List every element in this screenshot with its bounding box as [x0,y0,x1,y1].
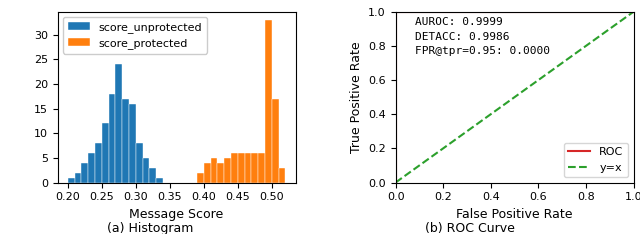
ROC [392,181,399,184]
Legend: score_unprotected, score_protected: score_unprotected, score_protected [63,17,207,54]
y=x [532,80,540,83]
Bar [224,158,231,183]
Bar [75,173,81,183]
Bar [88,153,95,183]
Bar [81,163,88,183]
y=x [538,77,545,79]
Y-axis label: True Positive Rate: True Positive Rate [349,41,362,153]
Bar [129,104,136,183]
Bar [278,168,285,183]
Bar [115,64,122,183]
Bar [272,99,278,183]
Bar [68,178,75,183]
y=x [392,181,399,184]
X-axis label: False Positive Rate: False Positive Rate [456,208,573,221]
Text: (b) ROC Curve: (b) ROC Curve [426,222,515,234]
Bar [149,168,156,183]
Text: AUROC: 0.9999
DETACC: 0.9986
FPR@tpr=0.95: 0.0000: AUROC: 0.9999 DETACC: 0.9986 FPR@tpr=0.9… [415,17,550,56]
Bar [211,158,218,183]
Text: (a) Histogram: (a) Histogram [108,222,193,234]
Bar [122,99,129,183]
Line: ROC: ROC [396,12,634,183]
Bar [258,153,265,183]
Bar [95,143,102,183]
Bar [102,123,109,183]
Bar [218,163,224,183]
y=x [607,26,615,29]
ROC [630,10,637,13]
Bar [197,173,204,183]
X-axis label: Message Score: Message Score [129,208,224,221]
y=x [593,37,600,40]
Bar [156,178,163,183]
Bar [265,20,272,183]
Bar [252,153,258,183]
Bar [136,143,143,183]
y=x [392,181,400,183]
y=x [630,10,637,13]
Bar [143,158,149,183]
ROC [392,10,399,13]
Legend: ROC, y=x: ROC, y=x [564,143,628,177]
y=x [533,79,541,82]
Bar [244,153,252,183]
Bar [109,94,115,183]
Bar [238,153,244,183]
Bar [231,153,238,183]
Bar [204,163,211,183]
Line: y=x: y=x [396,12,634,183]
